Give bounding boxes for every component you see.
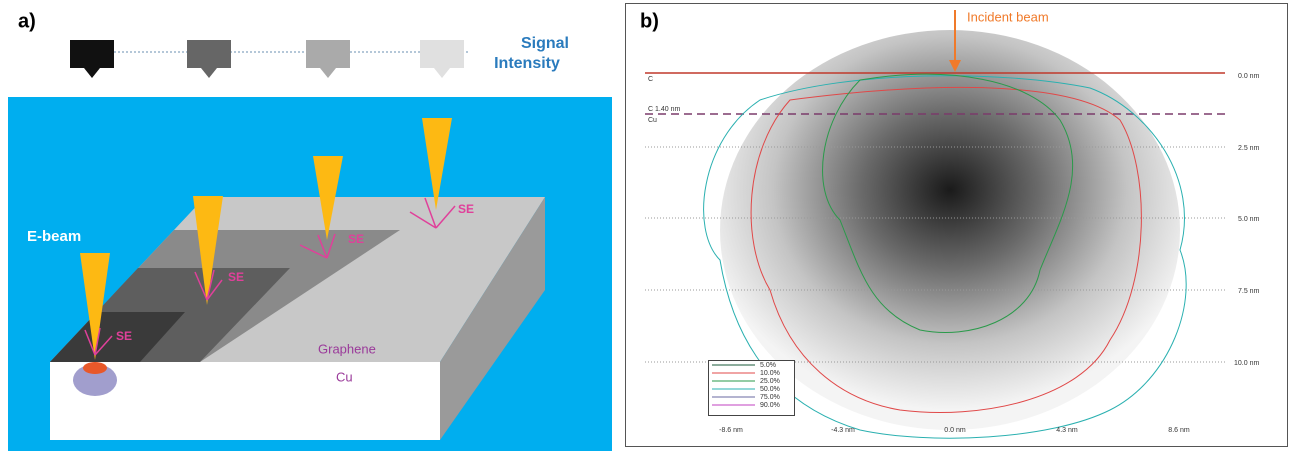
- se-label: SE: [348, 232, 364, 246]
- layer-label: C: [648, 76, 653, 83]
- legend: 5.0% 10.0% 25.0% 50.0% 75.0% 90.0%: [709, 361, 795, 416]
- depth-label: 0.0 nm: [1238, 73, 1260, 80]
- legend-label: 25.0%: [760, 378, 780, 385]
- legend-label: 50.0%: [760, 386, 780, 393]
- legend-label: 75.0%: [760, 394, 780, 401]
- depth-label: 7.5 nm: [1238, 288, 1260, 295]
- legend-label: 10.0%: [760, 370, 780, 377]
- se-label: SE: [228, 270, 244, 284]
- panel-label: b): [640, 10, 659, 32]
- legend-label: 5.0%: [760, 362, 776, 369]
- graphene-label: Graphene: [318, 341, 376, 356]
- se-label: SE: [116, 329, 132, 343]
- signal-label: Intensity: [494, 55, 560, 72]
- incident-label: Incident beam: [967, 9, 1049, 24]
- panel-label: a): [18, 10, 36, 32]
- x-label: 8.6 nm: [1168, 427, 1190, 434]
- depth-label: 10.0 nm: [1234, 360, 1259, 367]
- layer-label: C 1.40 nm: [648, 106, 680, 113]
- se-label: SE: [458, 202, 474, 216]
- ebeam-label: E-beam: [27, 228, 81, 245]
- depth-label: 2.5 nm: [1238, 145, 1260, 152]
- page: a) Signal Intensity E-be: [0, 0, 1292, 451]
- figure: a) Signal Intensity E-be: [0, 0, 1292, 451]
- signal-label: Signal: [521, 35, 569, 52]
- depth-label: 5.0 nm: [1238, 216, 1260, 223]
- panel-b: b) Incident beam C C 1.40 nm Cu 0.0 nm 2…: [626, 4, 1288, 447]
- cu-label: Cu: [336, 369, 353, 384]
- legend-label: 90.0%: [760, 402, 780, 409]
- layer-label: Cu: [648, 117, 657, 124]
- x-label: -8.6 nm: [719, 427, 743, 434]
- x-label: -4.3 nm: [831, 427, 855, 434]
- x-label: 0.0 nm: [944, 427, 966, 434]
- interaction-core: [83, 362, 107, 374]
- intensity-icons: [70, 40, 464, 78]
- x-label: 4.3 nm: [1056, 427, 1078, 434]
- panel-a: a) Signal Intensity E-be: [8, 10, 612, 451]
